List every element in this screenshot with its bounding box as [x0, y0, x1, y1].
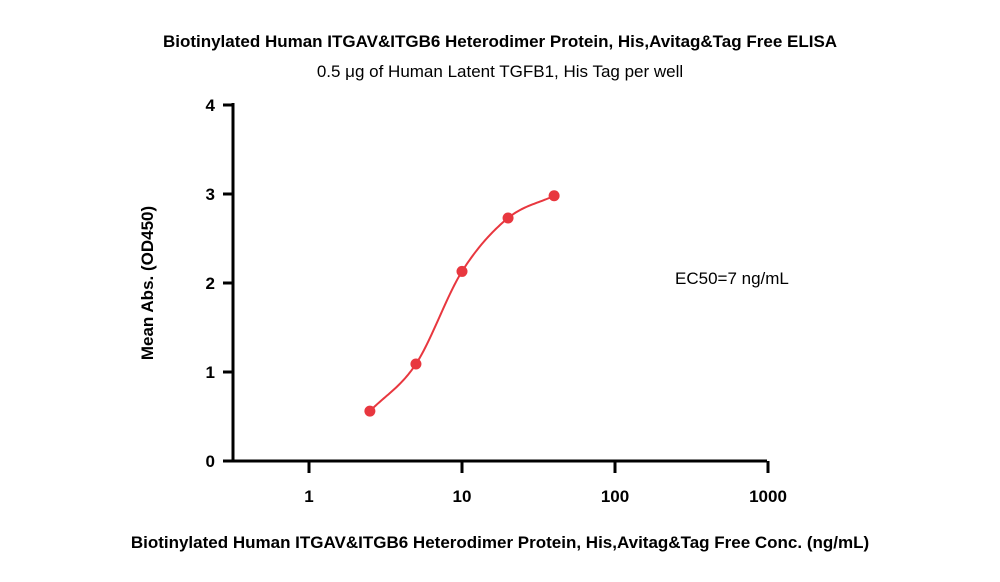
x-tick-label: 1 — [304, 487, 313, 506]
x-tick-label: 10 — [453, 487, 472, 506]
data-point — [502, 212, 514, 224]
y-tick-label: 4 — [206, 96, 216, 115]
x-tick-label: 100 — [601, 487, 629, 506]
ec50-annotation: EC50=7 ng/mL — [675, 269, 789, 288]
chart-title: Biotinylated Human ITGAV&ITGB6 Heterodim… — [163, 32, 837, 51]
fit-curve — [369, 194, 555, 412]
chart-subtitle: 0.5 μg of Human Latent TGFB1, His Tag pe… — [317, 62, 683, 81]
y-tick-label: 2 — [206, 274, 215, 293]
data-point — [456, 265, 468, 277]
y-tick-label: 0 — [206, 452, 215, 471]
data-point — [364, 405, 376, 417]
x-axis-label: Biotinylated Human ITGAV&ITGB6 Heterodim… — [131, 533, 869, 552]
x-tick-label: 1000 — [749, 487, 787, 506]
y-axis-label: Mean Abs. (OD450) — [138, 206, 157, 360]
y-tick-label: 3 — [206, 185, 215, 204]
data-point — [410, 358, 422, 370]
data-point — [548, 190, 560, 202]
plot-area: 0 1 2 3 4 1 10 100 1000 — [206, 96, 787, 506]
y-tick-label: 1 — [206, 363, 215, 382]
